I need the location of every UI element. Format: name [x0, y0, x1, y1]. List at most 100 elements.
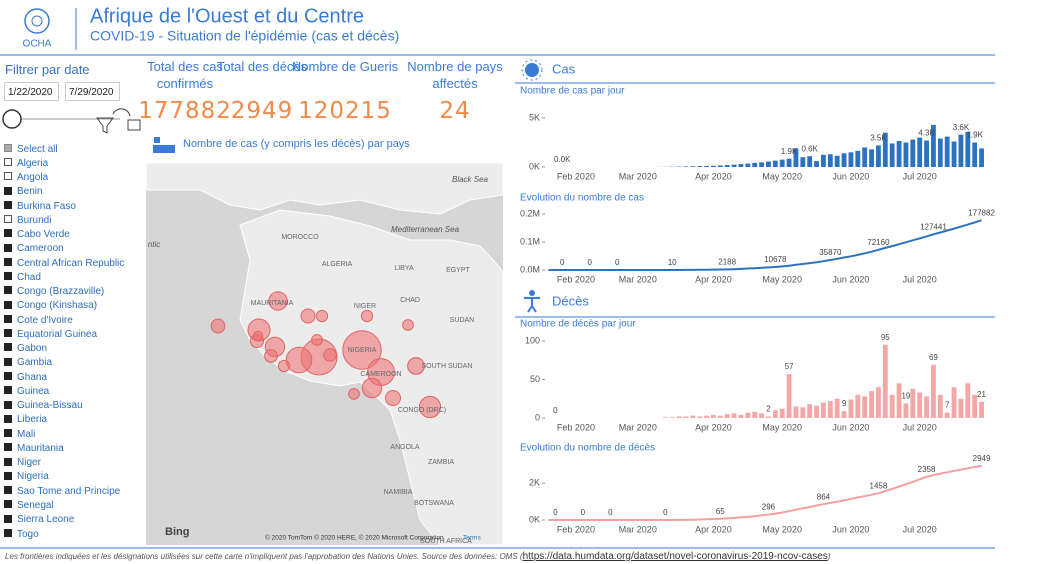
country-row[interactable]: Togo — [4, 528, 39, 541]
checkbox[interactable] — [4, 357, 12, 366]
country-name: Angola — [17, 172, 49, 184]
country-row[interactable]: Ghana — [4, 371, 47, 384]
checkbox[interactable] — [4, 429, 12, 438]
date-end[interactable]: 7/29/2020 — [65, 82, 120, 101]
checkbox[interactable] — [4, 229, 12, 238]
checkbox[interactable] — [4, 386, 12, 395]
country-name: Central African Republic — [17, 257, 125, 269]
checkbox[interactable] — [4, 243, 12, 252]
y-tick-label: 50 — [530, 374, 540, 384]
data-label: 0.6K — [801, 144, 818, 153]
country-row[interactable]: Cameroon — [4, 242, 64, 255]
checkbox[interactable] — [4, 257, 12, 266]
country-name: Guinea — [17, 385, 50, 397]
y-tick-label: 0K — [529, 161, 540, 171]
checkbox[interactable] — [4, 143, 12, 152]
data-label: 0 — [553, 508, 558, 517]
country-row[interactable]: Angola — [4, 171, 48, 184]
checkbox[interactable] — [4, 329, 12, 338]
country-row[interactable]: Nigeria — [4, 470, 49, 483]
bar — [951, 141, 957, 167]
x-tick-label: Apr 2020 — [695, 171, 732, 181]
country-row[interactable]: Congo (Brazzaville) — [4, 285, 104, 298]
map-icon-base — [153, 145, 175, 153]
bar — [745, 412, 751, 418]
checkbox[interactable] — [4, 500, 12, 509]
country-row[interactable]: Gabon — [4, 342, 47, 355]
y-tick-label: 100 — [525, 335, 540, 345]
data-label: 0 — [587, 258, 592, 267]
country-row[interactable]: Select all — [4, 143, 58, 156]
country-row[interactable]: Equatorial Guinea — [4, 328, 97, 341]
map-attribution: © 2020 TomTom © 2020 HERE, © 2020 Micros… — [265, 534, 444, 542]
checkbox[interactable] — [4, 300, 12, 309]
date-start[interactable]: 1/22/2020 — [4, 82, 59, 101]
checkbox[interactable] — [4, 314, 12, 323]
country-row[interactable]: Sao Tome and Principe — [4, 485, 120, 498]
country-row[interactable]: Gambia — [4, 356, 52, 369]
map-land-europe — [145, 162, 504, 215]
filter-icon[interactable] — [96, 117, 114, 134]
country-row[interactable]: Congo (Kinshasa) — [4, 299, 97, 312]
map-label: SUDAN — [450, 317, 475, 324]
map-terms[interactable]: Terms — [463, 535, 481, 542]
bar — [958, 398, 964, 418]
country-row[interactable]: Benin — [4, 185, 43, 198]
bar — [759, 162, 764, 167]
country-row[interactable]: Liberia — [4, 413, 47, 426]
country-row[interactable]: Mauritania — [4, 442, 64, 455]
data-label: 65 — [716, 507, 725, 516]
checkbox[interactable] — [4, 172, 12, 181]
country-row[interactable]: Mali — [4, 428, 35, 441]
checkbox[interactable] — [4, 400, 12, 409]
checkbox[interactable] — [4, 215, 12, 224]
checkbox[interactable] — [4, 528, 12, 537]
checkbox[interactable] — [4, 486, 12, 495]
country-row[interactable]: Chad — [4, 271, 41, 284]
checkbox[interactable] — [4, 286, 12, 295]
logo-text: OCHA — [23, 39, 52, 50]
country-row[interactable]: Algeria — [4, 157, 48, 170]
country-row[interactable]: Cote d'Ivoire — [4, 314, 73, 327]
checkbox[interactable] — [4, 158, 12, 167]
checkbox[interactable] — [4, 343, 12, 352]
case-bubble — [348, 388, 360, 400]
country-row[interactable]: Senegal — [4, 499, 54, 512]
case-bubble — [268, 291, 288, 311]
country-row[interactable]: Central African Republic — [4, 257, 124, 270]
checkbox[interactable] — [4, 457, 12, 466]
map-label: ANGOLA — [390, 444, 420, 451]
chart: Evolution du nombre de cas 0.0M 0.1M 0.2M Fe… — [520, 193, 995, 285]
map-label: SOUTH SUDAN — [422, 363, 473, 370]
bar — [793, 406, 799, 418]
country-row[interactable]: Niger — [4, 456, 41, 469]
checkbox[interactable] — [4, 372, 12, 380]
checkbox[interactable] — [4, 471, 12, 480]
country-row[interactable]: Guinea — [4, 385, 49, 398]
bar — [717, 165, 723, 167]
data-label: 0 — [663, 508, 668, 517]
section-title: Décès — [552, 293, 589, 308]
checkbox[interactable] — [4, 414, 12, 423]
country-row[interactable]: Cabo Verde — [4, 228, 70, 241]
kpi-card: Nombre de Gueris 120215 — [290, 58, 400, 124]
data-label: 21 — [977, 390, 986, 399]
checkbox[interactable] — [4, 443, 12, 452]
virus-icon — [525, 63, 539, 77]
checkbox[interactable] — [4, 186, 12, 195]
bar — [931, 364, 936, 418]
bar — [717, 415, 723, 418]
country-row[interactable]: Guinea-Bissau — [4, 399, 83, 412]
checkbox[interactable] — [4, 200, 12, 209]
checkbox[interactable] — [4, 272, 12, 281]
bar — [690, 166, 696, 167]
slider-handle[interactable] — [2, 109, 22, 129]
checkbox[interactable] — [4, 514, 12, 523]
country-name: Mali — [17, 428, 36, 440]
footer-link[interactable]: https://data.humdata.org/dataset/novel-c… — [522, 551, 828, 562]
person-icon — [524, 297, 540, 313]
country-row[interactable]: Sierra Leone — [4, 513, 74, 526]
country-row[interactable]: Burkina Faso — [4, 200, 76, 213]
focus-icon[interactable] — [127, 119, 141, 131]
country-row[interactable]: Burundi — [4, 214, 51, 227]
